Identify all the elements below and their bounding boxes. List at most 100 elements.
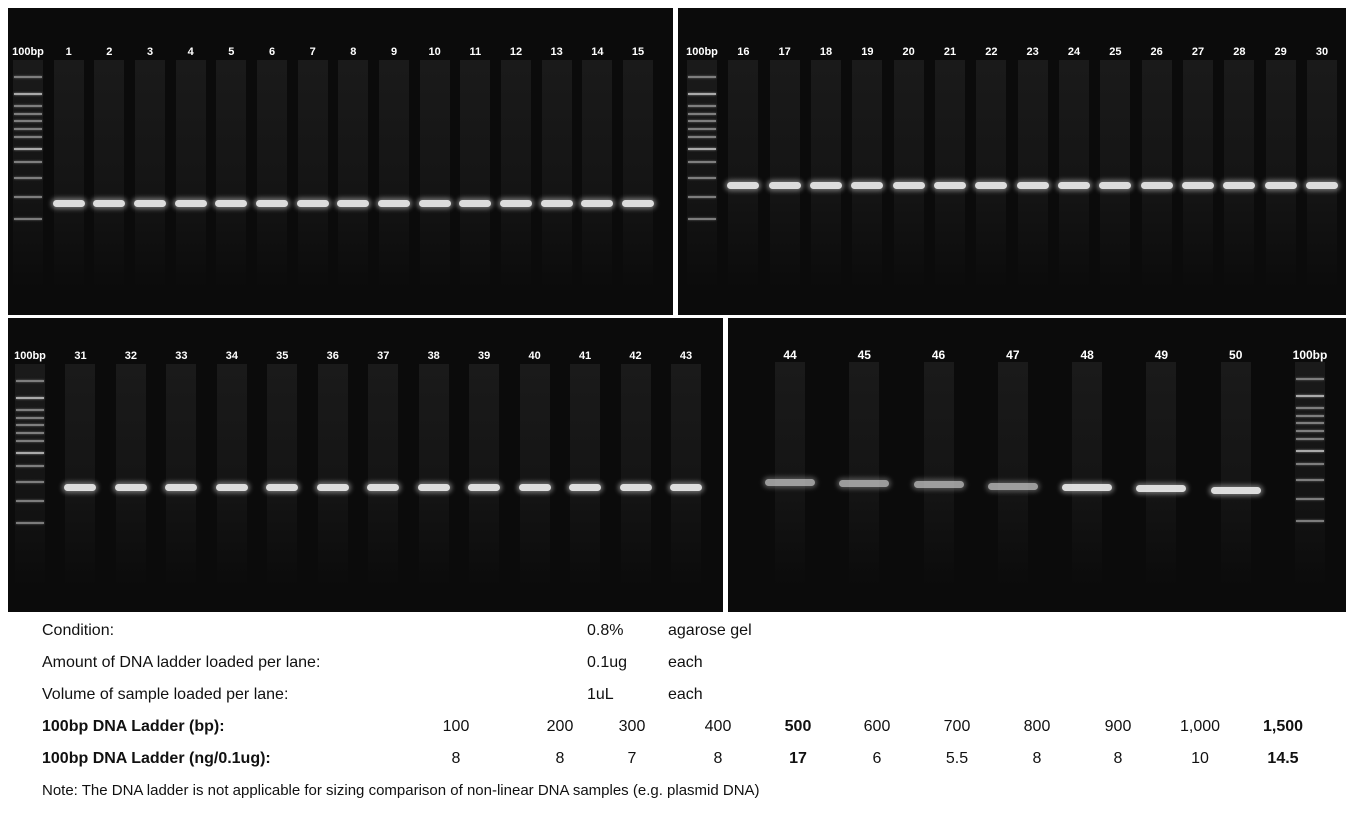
ladder-value: 100: [442, 718, 470, 735]
dna-band: [459, 200, 492, 207]
dna-band: [913, 481, 964, 489]
lane: [923, 362, 954, 586]
ladder-value: 7: [627, 750, 637, 767]
lane: [297, 60, 328, 289]
lane: [1265, 60, 1296, 289]
lane-label: 40: [528, 350, 541, 362]
ladder-band: [1296, 429, 1324, 432]
lane: [519, 364, 550, 586]
ladder-band: [688, 92, 716, 95]
ladder-band: [1296, 478, 1324, 481]
lane-label: 100bp: [1292, 348, 1328, 362]
ladder-band: [1296, 394, 1324, 397]
ladder-band: [16, 452, 44, 454]
condition-value: 0.8%: [587, 622, 624, 639]
ladder-band: [14, 217, 42, 220]
lane: [769, 60, 800, 289]
ladder-band: [688, 196, 716, 198]
lane: [687, 60, 717, 289]
lane: [166, 364, 197, 586]
dna-band: [987, 482, 1038, 490]
dna-band: [64, 484, 97, 491]
lane: [1072, 362, 1103, 586]
dna-band: [670, 484, 702, 491]
lane-label: 10: [428, 46, 441, 58]
lane-label: 1: [65, 46, 72, 58]
lane: [852, 60, 883, 289]
ladder-band: [14, 196, 42, 198]
dna-band: [768, 182, 801, 189]
lane: [94, 60, 125, 289]
lane-label: 8: [350, 46, 357, 58]
lane: [893, 60, 924, 289]
lane-label: 13: [550, 46, 563, 58]
lane: [267, 364, 298, 586]
condition-unit: each: [668, 654, 703, 671]
dna-band: [468, 484, 501, 491]
lane: [1059, 60, 1089, 289]
ladder-band: [14, 120, 42, 123]
ladder-band: [688, 161, 716, 164]
ladder-band: [14, 92, 42, 95]
dna-band: [52, 200, 85, 207]
lane: [811, 60, 841, 289]
ladder-value: 5.5: [945, 750, 969, 767]
dna-band: [174, 200, 207, 207]
lane: [1220, 362, 1251, 586]
ladder-band: [1296, 422, 1324, 425]
ladder-band: [16, 500, 44, 502]
ladder-value: 1,500: [1262, 718, 1304, 735]
ladder-value: 300: [618, 718, 646, 735]
ladder-band: [14, 136, 42, 138]
lane: [1183, 60, 1213, 289]
dna-band: [316, 484, 349, 491]
dna-band: [266, 484, 299, 491]
ladder-band: [14, 104, 42, 107]
ladder-value: 8: [1113, 750, 1123, 767]
lane-label: 9: [390, 46, 398, 58]
lane: [1224, 60, 1255, 289]
condition-label: Volume of sample loaded per lane:: [42, 686, 289, 703]
ladder-band: [14, 148, 42, 150]
dna-band: [256, 200, 288, 207]
ladder-band: [16, 380, 44, 382]
lane: [115, 364, 146, 586]
lane-label: 21: [943, 46, 957, 58]
lane: [976, 60, 1007, 289]
lane: [620, 364, 651, 586]
ladder-band: [1296, 378, 1324, 380]
lane-label: 41: [578, 350, 592, 362]
ladder-value: 8: [555, 750, 565, 767]
ladder-band: [16, 465, 44, 468]
gel-panel: 100bp 31 32 33 34 35 36 37 38 39 40 41 42 43: [8, 318, 723, 612]
dna-band: [417, 484, 450, 491]
ladder-band: [1296, 450, 1324, 452]
condition-label: Condition:: [42, 622, 115, 639]
lane: [65, 364, 96, 586]
lane-label: 35: [276, 350, 289, 362]
lane-label: 30: [1315, 46, 1329, 58]
lane-label: 32: [124, 350, 138, 362]
dna-band: [619, 484, 652, 491]
lane: [1017, 60, 1048, 289]
ladder-band: [688, 136, 716, 138]
lane: [570, 364, 601, 586]
lane-label: 14: [591, 46, 604, 58]
dna-band: [540, 200, 573, 207]
dna-band: [93, 200, 126, 207]
lane-label: 42: [629, 350, 642, 362]
note: Note: The DNA ladder is not applicable f…: [42, 782, 760, 799]
ladder-band: [1296, 438, 1324, 440]
ladder-band: [688, 127, 716, 130]
lane: [379, 60, 409, 289]
lane-label: 39: [478, 350, 491, 362]
lane-label: 100bp: [12, 46, 44, 58]
dna-band: [165, 484, 198, 491]
lane: [13, 60, 43, 289]
ladder-band: [1296, 415, 1324, 418]
dna-band: [1099, 182, 1132, 189]
ladder-band: [1296, 406, 1324, 409]
lane: [1295, 362, 1325, 586]
ladder-band: [14, 161, 42, 164]
dna-band: [367, 484, 400, 491]
